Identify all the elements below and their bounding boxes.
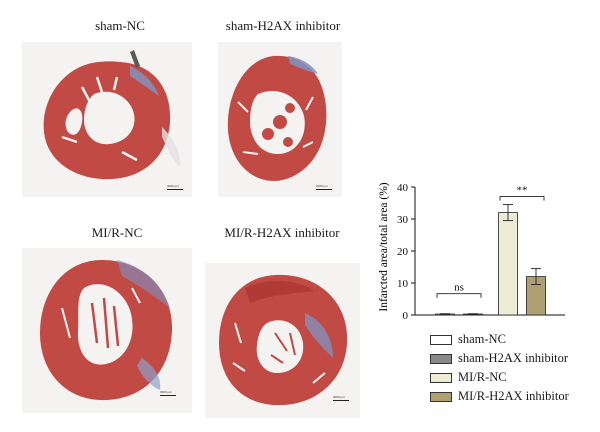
legend-label: MI/R-H2AX inhibitor	[458, 389, 569, 403]
chart-annotations: ns **	[436, 185, 545, 298]
legend-label: sham-H2AX inhibitor	[458, 351, 569, 365]
scale-bar	[316, 189, 332, 190]
y-tick-label: 40	[397, 182, 409, 194]
y-axis-label: Infarcted area/total area (%)	[378, 182, 390, 311]
panel-label-mir-nc: MI/R-NC	[91, 225, 143, 240]
histology-section-mir-h2ax: 3000 μm	[205, 263, 360, 418]
chart-bars	[435, 204, 546, 316]
legend-swatch	[430, 354, 452, 364]
scale-label: 3000 μm	[316, 184, 328, 188]
significance-bracket	[499, 196, 545, 201]
panel-label-sham-h2ax: sham-H2AX inhibitor	[225, 18, 341, 33]
significance-bracket	[436, 293, 482, 298]
legend-swatch	[430, 335, 452, 345]
scale-bar	[167, 189, 183, 190]
scale-label: 3000 μm	[333, 395, 345, 399]
bar	[498, 212, 518, 316]
significance-label: ns	[454, 282, 464, 294]
y-tick-label: 10	[397, 278, 409, 290]
legend-swatch	[430, 373, 452, 383]
legend-label: MI/R-NC	[458, 370, 507, 384]
histology-section-sham-nc: 3000 μm	[22, 42, 192, 197]
panel-label-sham-nc: sham-NC	[95, 18, 145, 33]
histology-section-mir-nc: 3000 μm	[22, 248, 192, 413]
bar-chart: Infarcted area/total area (%) 010203040 …	[378, 182, 565, 322]
y-tick-label: 20	[397, 246, 409, 258]
panel-label-mir-h2ax: MI/R-H2AX inhibitor	[224, 225, 340, 240]
histology-section-sham-h2ax: 3000 μm	[218, 42, 342, 197]
y-tick-label: 30	[397, 214, 409, 226]
scale-label: 3000 μm	[160, 390, 172, 394]
scale-label: 3000 μm	[167, 184, 179, 188]
scale-bar	[333, 400, 349, 401]
scale-bar	[160, 395, 176, 396]
legend-swatch	[430, 392, 452, 402]
y-tick-label: 0	[403, 310, 409, 322]
significance-label: **	[517, 185, 528, 197]
legend-label: sham-NC	[458, 332, 506, 346]
